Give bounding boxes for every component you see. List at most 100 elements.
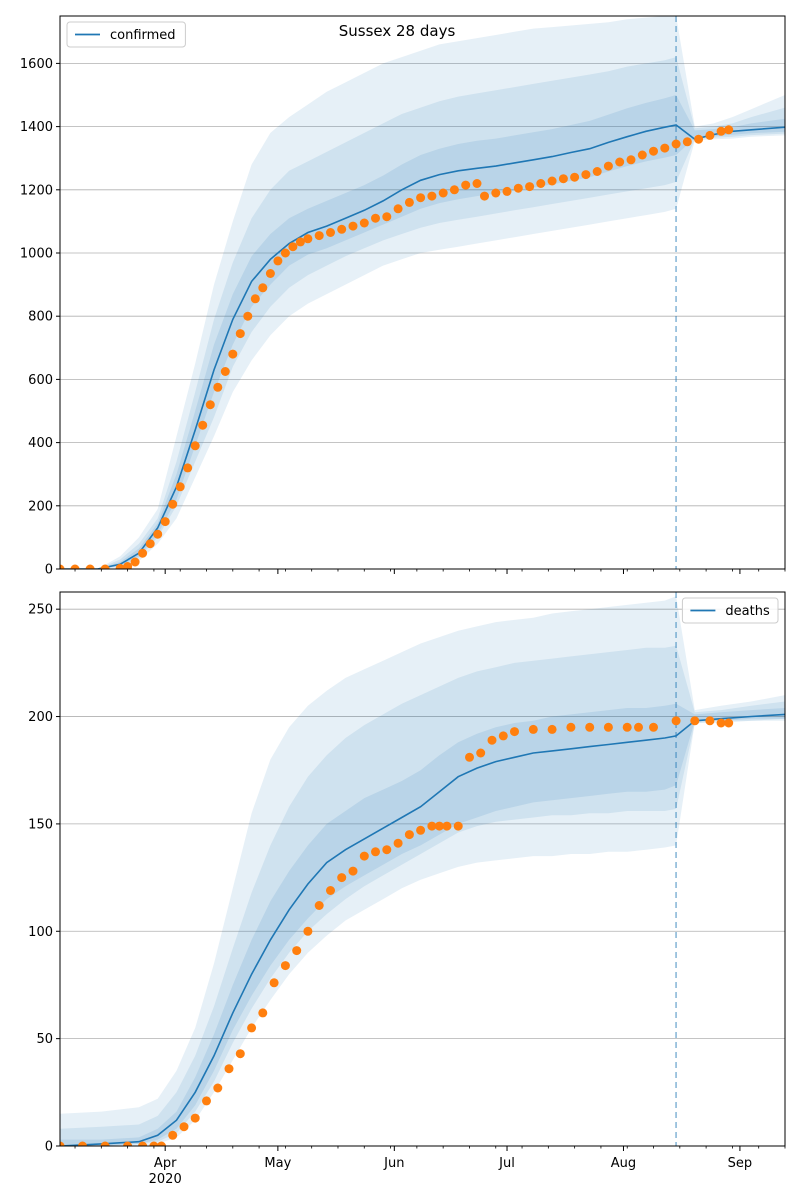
observed-point xyxy=(671,139,681,149)
observed-point xyxy=(60,1141,65,1146)
observed-point xyxy=(525,182,535,192)
observed-point xyxy=(85,564,95,569)
observed-point xyxy=(581,170,591,180)
observed-point xyxy=(465,752,474,762)
observed-point xyxy=(371,847,380,857)
x-year-label: 2020 xyxy=(149,1172,182,1187)
observed-point xyxy=(434,821,444,831)
observed-point xyxy=(480,191,489,201)
y-tick-label: 1400 xyxy=(20,120,53,135)
observed-point xyxy=(243,311,253,321)
uncertainty-band xyxy=(60,16,785,569)
model-line-confirmed xyxy=(60,124,785,569)
observed-point xyxy=(427,191,437,201)
observed-point xyxy=(476,748,486,758)
observed-point xyxy=(592,167,602,176)
legend-label: confirmed xyxy=(110,28,176,43)
observed-point xyxy=(348,221,358,231)
observed-point xyxy=(359,851,369,861)
observed-point xyxy=(60,564,65,569)
observed-point xyxy=(288,242,298,252)
observed-point xyxy=(235,1049,245,1059)
observed-point xyxy=(634,722,643,732)
observed-point xyxy=(149,1141,159,1146)
y-tick-label: 800 xyxy=(28,310,53,325)
plot-area xyxy=(60,16,785,569)
observed-point xyxy=(690,716,700,726)
observed-point xyxy=(138,1141,148,1146)
observed-point xyxy=(100,1141,110,1146)
observed-point xyxy=(649,146,658,156)
observed-point xyxy=(303,926,313,936)
observed-point xyxy=(337,873,347,883)
x-tick-label: May xyxy=(264,1156,291,1171)
observed-point xyxy=(416,825,426,835)
confirmed-panel: 0 200 400 600 800 1000 1200 1400 1600 confirmed xyxy=(20,15,786,578)
observed-point xyxy=(371,213,380,223)
y-tick-label: 250 xyxy=(28,603,53,618)
observed-point xyxy=(461,180,471,190)
observed-point xyxy=(220,367,230,376)
observed-point xyxy=(382,212,392,222)
observed-point xyxy=(453,821,463,831)
observed-point xyxy=(123,562,133,569)
axes-frame xyxy=(59,591,786,1147)
observed-point xyxy=(123,1141,133,1146)
y-tick-label: 200 xyxy=(28,710,53,725)
observed-point xyxy=(168,1130,178,1140)
observed-point xyxy=(280,961,290,971)
model-line-deaths xyxy=(60,713,785,1146)
y-tick-label: 1000 xyxy=(20,247,53,262)
observed-point xyxy=(190,1113,200,1123)
observed-point xyxy=(190,441,200,451)
observed-point xyxy=(314,901,324,910)
y-tick-label: 0 xyxy=(45,1140,53,1155)
observed-point xyxy=(694,134,704,144)
uncertainty-band xyxy=(60,703,785,1146)
plot-area xyxy=(60,592,785,1146)
observed-point xyxy=(682,137,692,147)
observed-point xyxy=(449,185,459,195)
y-tick-label: 50 xyxy=(36,1032,53,1047)
observed-point xyxy=(472,179,482,188)
observed-point xyxy=(314,231,324,241)
observed-point xyxy=(224,1064,234,1074)
observed-point xyxy=(626,155,636,165)
observed-point xyxy=(326,886,335,895)
observed-point xyxy=(115,563,125,569)
observed-point xyxy=(280,248,290,258)
observed-point xyxy=(716,126,726,136)
observed-point xyxy=(258,1008,268,1018)
uncertainty-band xyxy=(60,596,785,1146)
observed-point xyxy=(637,150,647,160)
observed-point xyxy=(235,329,245,339)
observed-point xyxy=(487,735,497,745)
y-tick-label: 200 xyxy=(28,499,53,514)
observed-point xyxy=(359,218,369,228)
observed-point xyxy=(273,256,283,266)
observed-point xyxy=(536,179,546,188)
observed-point xyxy=(404,830,414,840)
observed-point xyxy=(438,188,448,198)
observed-point xyxy=(198,420,208,430)
observed-point xyxy=(348,866,358,876)
legend-label: deaths xyxy=(725,604,770,619)
uncertainty-band xyxy=(60,95,785,569)
observed-point xyxy=(393,204,403,214)
observed-point xyxy=(510,727,519,737)
y-tick-label: 0 xyxy=(45,563,53,578)
observed-point xyxy=(404,197,414,207)
observed-point xyxy=(100,564,110,569)
observed-point xyxy=(716,718,726,728)
observed-point xyxy=(660,143,670,153)
observed-point xyxy=(502,186,512,196)
observed-point xyxy=(622,722,632,732)
observed-point xyxy=(528,724,538,734)
observed-point xyxy=(175,482,185,492)
y-tick-label: 600 xyxy=(28,373,53,388)
observed-point xyxy=(337,224,347,234)
observed-point xyxy=(326,228,335,237)
x-tick-label: Sep xyxy=(728,1156,753,1171)
observed-point xyxy=(705,130,715,140)
